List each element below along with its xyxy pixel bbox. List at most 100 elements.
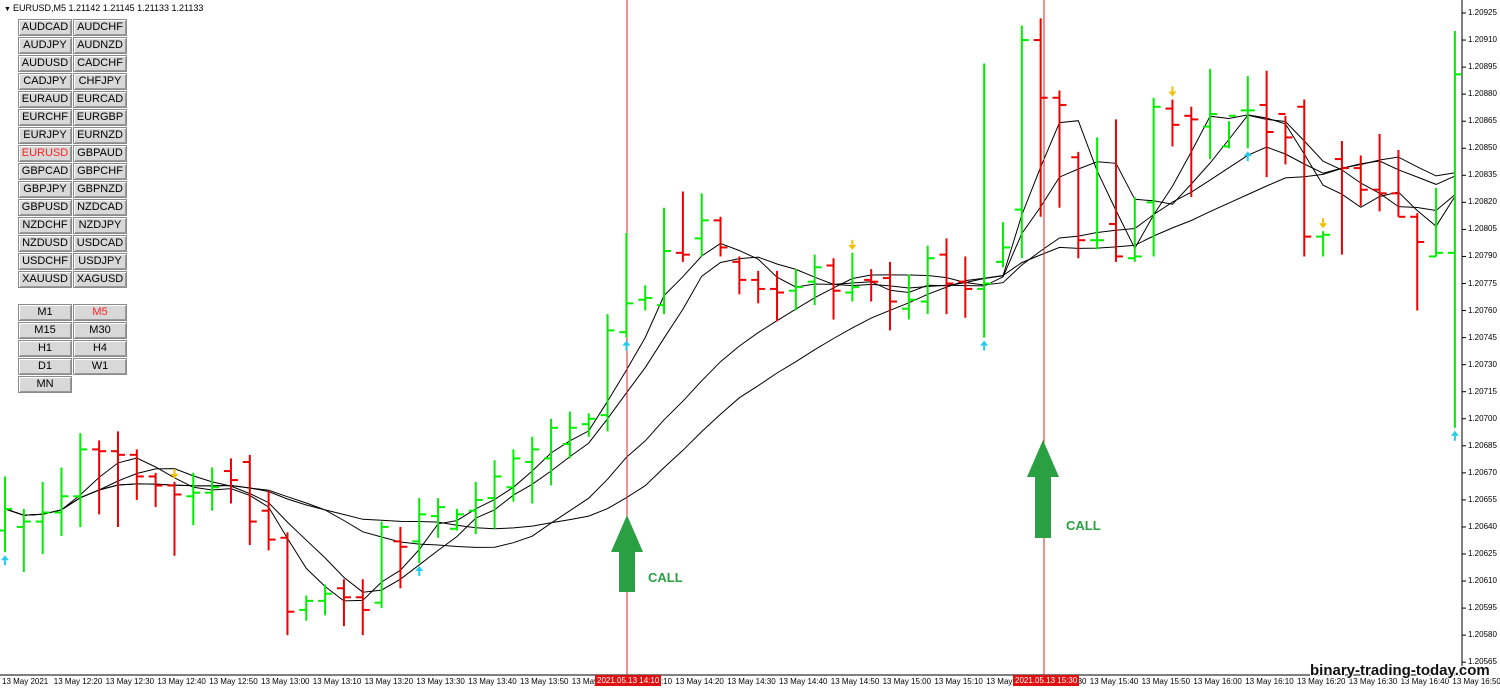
symbol-button-cadjpy[interactable]: CADJPY <box>18 73 72 90</box>
symbol-button-audusd[interactable]: AUDUSD <box>18 55 72 72</box>
time-tick-label: 13 May 14:50 <box>830 677 880 686</box>
ohlc-bar <box>261 490 276 551</box>
ohlc-bar <box>694 193 709 257</box>
dropdown-triangle-icon[interactable]: ▼ <box>4 6 11 13</box>
indicator-arrows <box>1 86 1459 577</box>
timeframe-button-h1[interactable]: H1 <box>18 340 72 357</box>
symbol-button-usdcad[interactable]: USDCAD <box>73 235 127 252</box>
ohlc-bar <box>167 481 182 556</box>
price-tick-label: 1.20760 <box>1468 305 1497 315</box>
ohlc-bar <box>449 508 464 531</box>
ohlc-bar <box>374 521 389 609</box>
ohlc-bar <box>732 256 747 295</box>
timeframe-button-m5[interactable]: M5 <box>73 304 127 321</box>
time-tick-label: 13 May 16:40 <box>1400 677 1450 686</box>
symbol-button-gbpcad[interactable]: GBPCAD <box>18 163 72 180</box>
symbol-button-nzdcad[interactable]: NZDCAD <box>73 199 127 216</box>
symbol-button-gbpjpy[interactable]: GBPJPY <box>18 181 72 198</box>
timeframe-button-m15[interactable]: M15 <box>18 322 72 339</box>
symbol-button-eurusd[interactable]: EURUSD <box>18 145 72 162</box>
symbol-button-eurnzd[interactable]: EURNZD <box>73 127 127 144</box>
ohlc-bar <box>35 481 50 554</box>
ohlc-bar <box>657 207 672 315</box>
ohlc-bar <box>1203 68 1218 160</box>
price-tick-label: 1.20715 <box>1468 386 1497 396</box>
time-tick-label: 13 May 13:30 <box>416 677 465 686</box>
time-tick-label: 13 May 16:10 <box>1245 677 1294 686</box>
symbol-button-eurcad[interactable]: EURCAD <box>73 91 127 108</box>
time-tick-label: 13 May 15:20 <box>986 677 1035 686</box>
symbol-button-gbpnzd[interactable]: GBPNZD <box>73 181 127 198</box>
timeframe-button-mn[interactable]: MN <box>18 376 72 393</box>
ohlc-bar <box>205 467 220 511</box>
price-tick-label: 1.20625 <box>1468 549 1497 558</box>
ohlc-bar <box>110 431 125 527</box>
symbol-button-usdjpy[interactable]: USDJPY <box>73 253 127 270</box>
timeframe-button-m1[interactable]: M1 <box>18 304 72 321</box>
ohlc-bar <box>280 532 295 636</box>
symbol-button-nzdjpy[interactable]: NZDJPY <box>73 217 127 234</box>
symbol-button-audchf[interactable]: AUDCHF <box>73 19 127 36</box>
symbol-button-cadchf[interactable]: CADCHF <box>73 55 127 72</box>
down-arrow-icon <box>1168 86 1177 97</box>
time-tick-label: 13 May 12:40 <box>157 677 206 686</box>
time-tick-label: 13 May 15:10 <box>934 677 983 686</box>
ohlc-bar <box>562 411 577 459</box>
chart-frame <box>0 0 1466 676</box>
ohlc-bar <box>713 216 728 257</box>
time-tick-label: 13 May 15:40 <box>1089 677 1139 686</box>
ohlc-bar <box>1165 99 1180 147</box>
ohlc-bar <box>1108 119 1123 262</box>
ohlc-bar <box>770 270 785 322</box>
symbol-button-chfjpy[interactable]: CHFJPY <box>73 73 127 90</box>
symbol-button-usdchf[interactable]: USDCHF <box>18 253 72 270</box>
ohlc-bar <box>431 498 446 538</box>
ohlc-bar <box>1184 106 1199 197</box>
ohlc-bar <box>1259 70 1274 178</box>
ohlc-bar <box>581 413 596 437</box>
ohlc-bar <box>129 449 144 500</box>
symbol-button-euraud[interactable]: EURAUD <box>18 91 72 108</box>
ma-line-14 <box>4 146 1455 548</box>
symbol-button-gbpchf[interactable]: GBPCHF <box>73 163 127 180</box>
timeframe-button-w1[interactable]: W1 <box>73 358 127 375</box>
ohlc-bar <box>1033 18 1048 217</box>
ohlc-bar <box>242 454 257 545</box>
price-tick-label: 1.20610 <box>1468 576 1497 586</box>
symbol-button-audnzd[interactable]: AUDNZD <box>73 37 127 54</box>
ohlc-bar <box>995 222 1010 268</box>
timeframe-button-m30[interactable]: M30 <box>73 322 127 339</box>
symbol-button-gbpusd[interactable]: GBPUSD <box>18 199 72 216</box>
ohlc-bar <box>525 436 540 504</box>
symbol-button-xauusd[interactable]: XAUUSD <box>18 271 72 288</box>
ohlc-bar <box>299 595 314 621</box>
symbol-button-gbpaud[interactable]: GBPAUD <box>73 145 127 162</box>
ohlc-bar <box>223 458 238 504</box>
up-arrow-icon <box>622 340 631 351</box>
timeframe-button-h4[interactable]: H4 <box>73 340 127 357</box>
symbol-button-audcad[interactable]: AUDCAD <box>18 19 72 36</box>
symbol-button-eurgbp[interactable]: EURGBP <box>73 109 127 126</box>
ohlc-bar <box>1316 231 1331 257</box>
ohlc-bar <box>1052 90 1067 208</box>
symbol-button-nzdusd[interactable]: NZDUSD <box>18 235 72 252</box>
symbol-button-audjpy[interactable]: AUDJPY <box>18 37 72 54</box>
ohlc-bar <box>1410 213 1425 311</box>
timeframe-button-d1[interactable]: D1 <box>18 358 72 375</box>
symbol-button-xagusd[interactable]: XAGUSD <box>73 271 127 288</box>
ohlc-bar <box>186 472 201 526</box>
price-tick-label: 1.20565 <box>1468 657 1497 667</box>
ma-line-6 <box>4 114 1456 593</box>
ohlc-bar <box>788 269 803 311</box>
price-tick-label: 1.20595 <box>1468 603 1497 613</box>
symbol-button-eurchf[interactable]: EURCHF <box>18 109 72 126</box>
price-tick-label: 1.20655 <box>1468 494 1497 504</box>
symbol-button-eurjpy[interactable]: EURJPY <box>18 127 72 144</box>
price-tick-label: 1.20670 <box>1468 467 1497 477</box>
price-tick-label: 1.20820 <box>1468 197 1497 207</box>
time-tick-label: 13 May 14:20 <box>675 677 724 686</box>
time-tick-label: 13 May 12:30 <box>105 677 155 686</box>
ohlc-bar <box>487 460 502 529</box>
symbol-button-nzdchf[interactable]: NZDCHF <box>18 217 72 234</box>
